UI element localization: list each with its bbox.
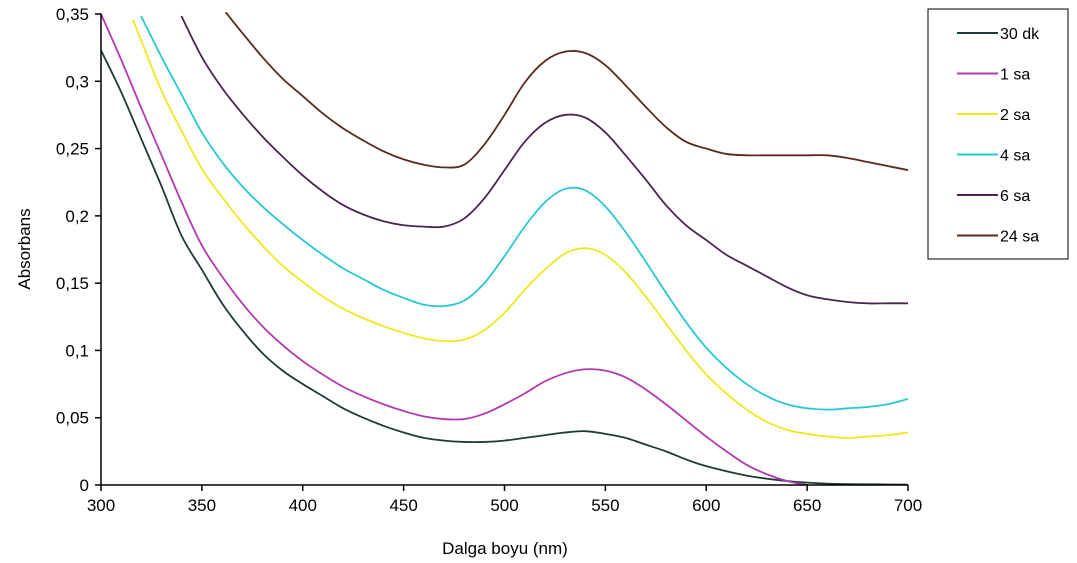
- y-axis-title: Absorbans: [15, 208, 34, 289]
- y-tick-label: 0: [80, 476, 89, 495]
- legend-label: 2 sa: [1000, 107, 1030, 124]
- series-line-3: [132, 19, 908, 439]
- legend-label: 4 sa: [1000, 148, 1030, 165]
- series-line-2: [101, 13, 809, 485]
- series-line-5: [180, 15, 908, 305]
- x-tick-label: 400: [289, 496, 317, 515]
- y-tick-label: 0,05: [56, 409, 89, 428]
- y-tick-label: 0,2: [65, 207, 89, 226]
- legend-items: 30 dk 1 sa 2 sa 4 sa 6 sa 24 sa: [957, 26, 1040, 246]
- legend-label: 6 sa: [1000, 188, 1030, 205]
- x-axis-ticks: 300 350 400 450 500 550 600 650 700: [87, 485, 922, 515]
- x-tick-label: 450: [389, 496, 417, 515]
- legend-item: 4 sa: [957, 148, 1030, 165]
- x-tick-label: 550: [591, 496, 619, 515]
- x-tick-label: 350: [188, 496, 216, 515]
- series-line-4: [140, 15, 908, 411]
- x-tick-label: 500: [490, 496, 518, 515]
- x-tick-label: 600: [692, 496, 720, 515]
- x-tick-label: 700: [894, 496, 922, 515]
- legend: 30 dk 1 sa 2 sa 4 sa 6 sa 24 sa: [927, 8, 1069, 260]
- x-axis-title: Dalga boyu (nm): [442, 539, 568, 558]
- x-tick-label: 650: [793, 496, 821, 515]
- legend-item: 24 sa: [957, 229, 1039, 246]
- plot-area: 300 350 400 450 500 550 600 650 700 0 0,05 0,1 0,15…: [56, 5, 922, 515]
- series-layer: [101, 12, 908, 485]
- legend-label: 1 sa: [1000, 67, 1030, 84]
- y-tick-label: 0,25: [56, 140, 89, 159]
- y-tick-label: 0,1: [65, 341, 89, 360]
- legend-item: 30 dk: [957, 26, 1040, 43]
- x-tick-label: 300: [87, 496, 115, 515]
- y-tick-label: 0,35: [56, 5, 89, 24]
- legend-item: 1 sa: [957, 67, 1030, 84]
- series-line-1: [101, 49, 908, 485]
- legend-label: 30 dk: [1000, 26, 1040, 43]
- y-axis-ticks: 0 0,05 0,1 0,15 0,2 0,25 0,3 0,35: [56, 5, 101, 495]
- series-line-6: [225, 12, 908, 171]
- y-tick-label: 0,15: [56, 274, 89, 293]
- legend-item: 6 sa: [957, 188, 1030, 205]
- legend-label: 24 sa: [1000, 229, 1039, 246]
- y-tick-label: 0,3: [65, 72, 89, 91]
- legend-box: [927, 8, 1069, 260]
- legend-item: 2 sa: [957, 107, 1030, 124]
